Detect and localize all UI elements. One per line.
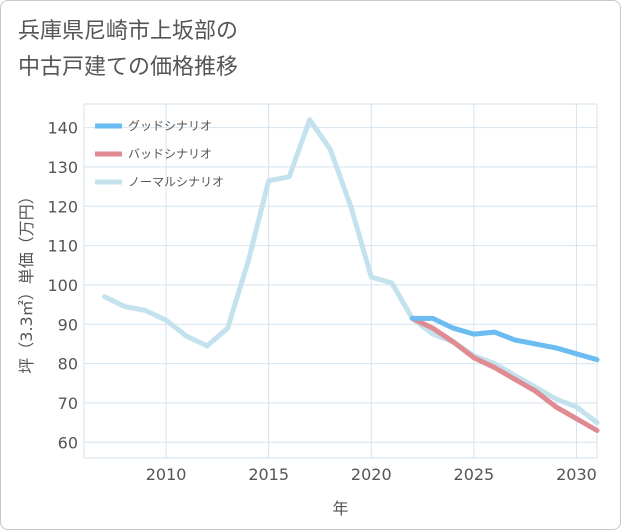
legend-label-good: グッドシナリオ: [128, 119, 212, 133]
y-axis-title: 坪（3.3㎡）単価（万円）: [17, 188, 36, 373]
x-tick-label-2030: 2030: [556, 465, 597, 484]
y-tick-label-110: 110: [47, 237, 78, 256]
x-tick-label-2015: 2015: [248, 465, 289, 484]
x-tick-label-2025: 2025: [454, 465, 495, 484]
chart-title: 兵庫県尼崎市上坂部の 中古戸建ての価格推移: [18, 14, 598, 86]
y-tick-label-80: 80: [58, 355, 78, 374]
grid: [83, 103, 598, 459]
chart-title-line-1: 兵庫県尼崎市上坂部の: [18, 19, 239, 44]
legend-label-bad: バッドシナリオ: [128, 147, 212, 161]
series-lines: [102, 117, 600, 433]
x-axis-title: 年: [332, 499, 348, 518]
x-tick-label-2010: 2010: [146, 465, 187, 484]
y-tick-label-70: 70: [58, 394, 78, 413]
y-tick-label-100: 100: [47, 276, 78, 295]
series-line-normal: [102, 117, 600, 426]
x-tick-label-2020: 2020: [351, 465, 392, 484]
legend-label-normal: ノーマルシナリオ: [128, 175, 224, 189]
plot-frame: [83, 103, 598, 459]
y-tick-label-120: 120: [47, 197, 78, 216]
chart-title-line-2: 中古戸建ての価格推移: [18, 55, 239, 80]
axis-ticks: 2010 2015 2020 2025 2030 60 70 80 90 100 110 120 130…: [47, 119, 596, 484]
y-tick-label-130: 130: [47, 158, 78, 177]
series-line-bad: [409, 315, 600, 433]
y-tick-label-90: 90: [58, 315, 78, 334]
series-line-good: [409, 315, 600, 363]
y-tick-label-140: 140: [47, 119, 78, 138]
y-tick-label-60: 60: [58, 433, 78, 452]
